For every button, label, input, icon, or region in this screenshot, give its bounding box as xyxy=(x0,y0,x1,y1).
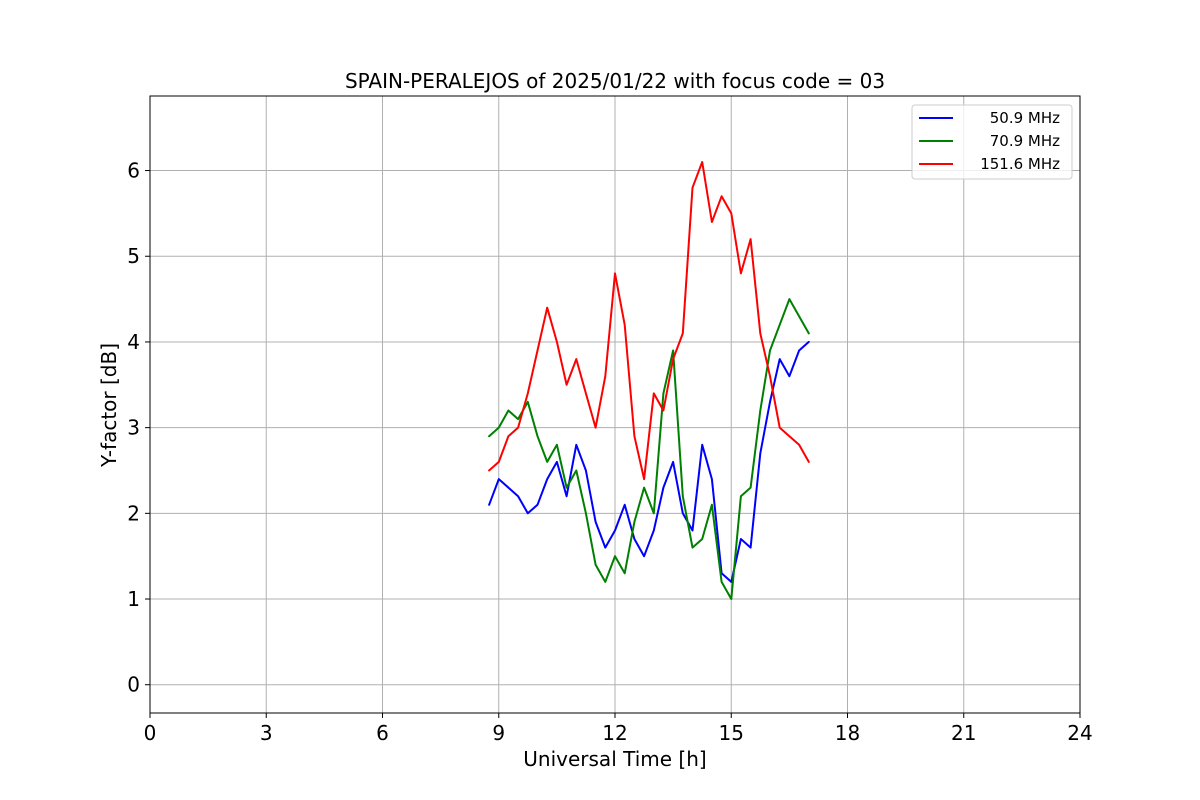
y-tick-label: 4 xyxy=(127,330,140,354)
series-layer xyxy=(488,161,810,600)
legend-label-2: 151.6 MHz xyxy=(980,155,1060,173)
series-line-0 xyxy=(488,340,810,583)
y-tick-label: 6 xyxy=(127,159,140,183)
y-tick-label: 0 xyxy=(127,673,140,697)
legend: 50.9 MHz 70.9 MHz 151.6 MHz xyxy=(911,104,1073,180)
x-tick-label: 15 xyxy=(719,721,744,745)
x-tick-label: 24 xyxy=(1067,721,1092,745)
y-tick-label: 2 xyxy=(127,501,140,525)
legend-label-0: 50.9 MHz xyxy=(990,109,1060,127)
y-axis: 0 1 2 3 4 5 6 xyxy=(127,159,150,697)
x-axis-label: Universal Time [h] xyxy=(523,747,706,771)
legend-label-1: 70.9 MHz xyxy=(990,132,1060,150)
x-axis: 0 3 6 9 12 15 18 21 24 xyxy=(144,713,1093,745)
x-tick-label: 12 xyxy=(602,721,627,745)
x-tick-label: 6 xyxy=(376,721,389,745)
series-line-2 xyxy=(488,161,810,481)
y-axis-label: Y-factor [dB] xyxy=(97,343,121,468)
y-tick-label: 5 xyxy=(127,244,140,268)
x-tick-label: 18 xyxy=(835,721,860,745)
x-tick-label: 0 xyxy=(144,721,157,745)
x-tick-label: 9 xyxy=(492,721,505,745)
x-tick-label: 21 xyxy=(951,721,976,745)
y-tick-label: 3 xyxy=(127,416,140,440)
y-tick-label: 1 xyxy=(127,587,140,611)
x-tick-label: 3 xyxy=(260,721,273,745)
series-line-1 xyxy=(488,298,810,600)
legend-box xyxy=(911,104,1073,180)
chart-title: SPAIN-PERALEJOS of 2025/01/22 with focus… xyxy=(345,69,885,93)
